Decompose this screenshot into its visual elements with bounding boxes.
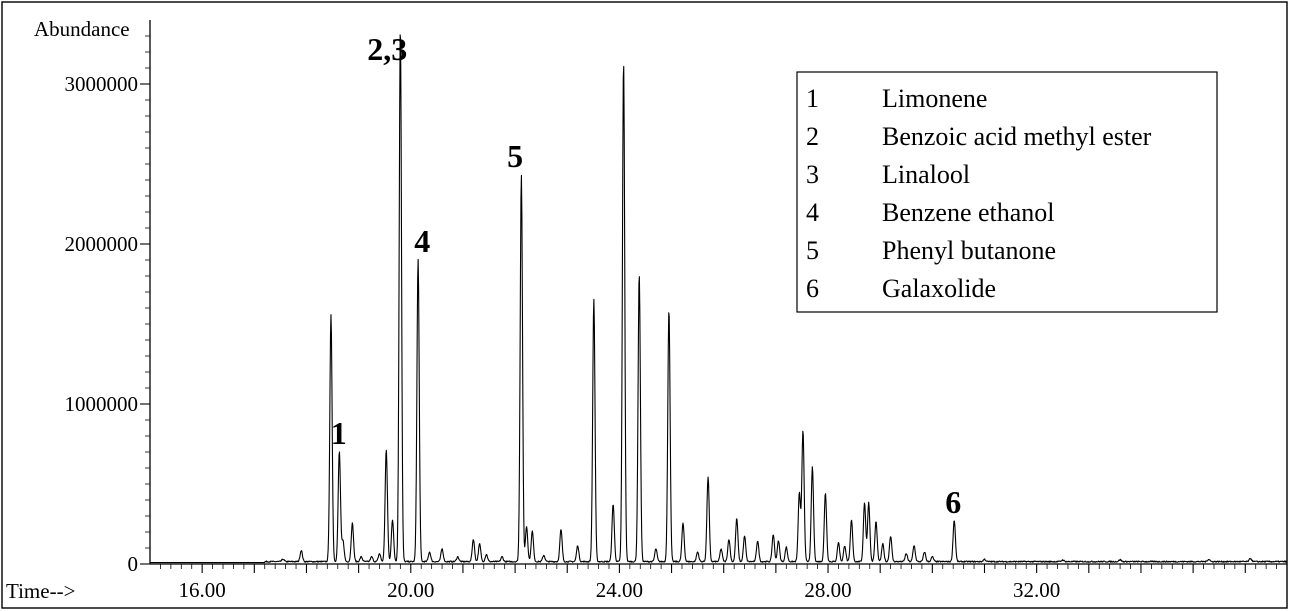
legend-item-name: Benzoic acid methyl ester xyxy=(882,122,1152,151)
legend-item-name: Limonene xyxy=(882,84,987,113)
y-axis-title: Abundance xyxy=(34,17,130,41)
x-tick-label: 28.00 xyxy=(804,578,851,602)
legend-box xyxy=(796,71,1218,313)
legend-item-number: 4 xyxy=(806,198,819,227)
peak-label: 1 xyxy=(331,415,347,451)
legend-item-name: Phenyl butanone xyxy=(882,236,1056,265)
x-tick-label: 32.00 xyxy=(1013,578,1060,602)
y-ticks: 0 1000000 2000000 3000000 xyxy=(65,35,150,576)
legend-item-number: 2 xyxy=(806,122,819,151)
x-tick-label: 24.00 xyxy=(596,578,643,602)
legend-item-name: Galaxolide xyxy=(882,274,996,303)
y-tick-label: 1000000 xyxy=(65,392,139,416)
y-tick-label: 0 xyxy=(128,552,139,576)
x-tick-label: 20.00 xyxy=(387,578,434,602)
peak-label: 2,3 xyxy=(367,31,407,67)
legend-item-number: 6 xyxy=(806,274,819,303)
peak-labels: 1 2,3 4 5 6 xyxy=(331,31,961,520)
peak-label: 6 xyxy=(945,484,961,520)
legend-item-name: Linalool xyxy=(882,160,970,189)
legend-item-number: 1 xyxy=(806,84,819,113)
legend-item-number: 5 xyxy=(806,236,819,265)
legend: 1 Limonene 2 Benzoic acid methyl ester 3 Lina… xyxy=(796,71,1218,313)
y-tick-label: 3000000 xyxy=(65,72,139,96)
peak-label: 5 xyxy=(507,138,523,174)
x-tick-label: 16.00 xyxy=(179,578,226,602)
chromatogram-trace xyxy=(149,34,1288,564)
y-tick-label: 2000000 xyxy=(65,232,139,256)
peak-label: 4 xyxy=(414,223,430,259)
legend-item-number: 3 xyxy=(806,160,819,189)
x-ticks: 16.00 20.00 24.00 28.00 32.00 xyxy=(160,564,1277,602)
x-axis-title: Time--> xyxy=(6,579,75,603)
legend-item-name: Benzene ethanol xyxy=(882,198,1055,227)
